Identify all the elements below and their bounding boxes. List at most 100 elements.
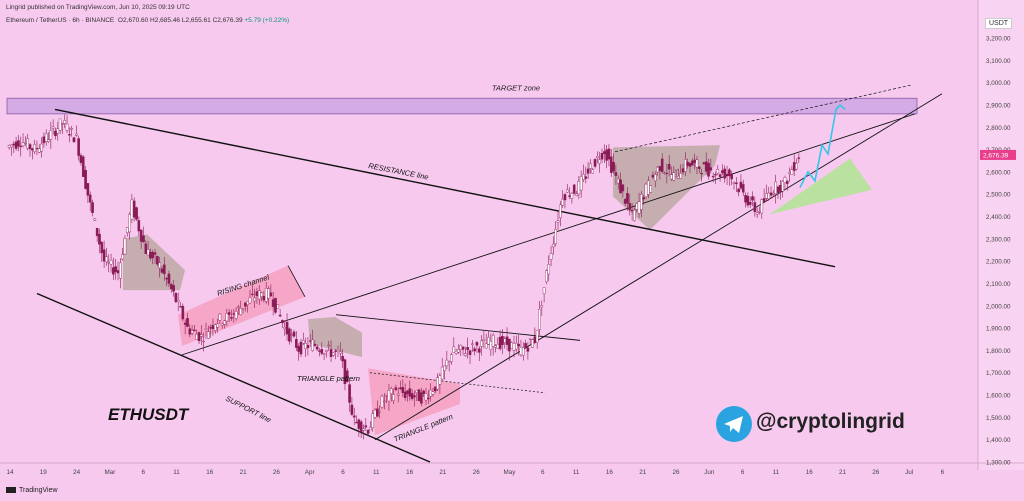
candle-body — [26, 138, 29, 149]
candle-body — [688, 162, 692, 167]
candle-body — [642, 197, 645, 200]
candle-body — [301, 340, 305, 344]
x-tick-label: 21 — [839, 469, 847, 476]
candle-body — [119, 262, 122, 279]
candle-body — [714, 174, 717, 176]
candle-body — [130, 199, 134, 220]
candle-body — [169, 284, 173, 290]
candle-body — [716, 169, 720, 174]
candle-body — [577, 181, 581, 195]
candle-body — [471, 343, 474, 345]
candle-body — [644, 183, 648, 197]
candle-body — [114, 266, 117, 273]
candle-body — [290, 334, 293, 336]
candle-body — [91, 202, 94, 214]
y-tick-label: 3,200.00 — [986, 36, 1011, 43]
candle-body — [792, 162, 796, 171]
candle-body — [528, 338, 532, 340]
y-tick-label: 2,200.00 — [986, 259, 1011, 266]
candle-body — [427, 397, 430, 400]
candle-body — [591, 169, 595, 174]
candle-body — [197, 332, 201, 342]
dotted-target-line — [614, 84, 913, 153]
candle-body — [633, 209, 636, 221]
candle-body — [672, 172, 676, 181]
candle-body — [533, 336, 537, 343]
candle-body — [417, 389, 421, 402]
candle-body — [658, 166, 662, 171]
candle-body — [86, 183, 90, 196]
candle-body — [211, 325, 215, 329]
candle-body — [79, 155, 83, 163]
ohlc-values: O2,670.60 H2,685.46 L2,655.61 C2,676.39 — [117, 17, 243, 24]
candle-body — [61, 123, 64, 125]
y-tick-label: 2,500.00 — [986, 192, 1011, 199]
candle-body — [383, 400, 386, 403]
y-tick-label: 2,100.00 — [986, 281, 1011, 288]
candle-body — [489, 341, 493, 350]
candle-body — [311, 339, 314, 351]
candle-body — [496, 344, 500, 349]
candle-body — [10, 144, 13, 148]
candle-body — [137, 220, 141, 232]
candle-body — [380, 395, 384, 408]
candle-body — [623, 199, 627, 204]
candle-body — [651, 174, 655, 178]
candle-body — [373, 409, 377, 418]
candle-body — [345, 370, 349, 383]
candle-body — [450, 354, 453, 362]
ticker-watermark: ETHUSDT — [108, 405, 189, 424]
candle-body — [213, 324, 217, 331]
candle-body — [153, 252, 157, 255]
candle-body — [702, 162, 706, 165]
candle-body — [366, 429, 370, 434]
candle-body — [762, 198, 766, 202]
candle-body — [765, 193, 768, 199]
candle-body — [84, 170, 87, 189]
candle-body — [464, 353, 467, 356]
x-tick-label: 24 — [73, 469, 81, 476]
candle-body — [640, 194, 643, 210]
candle-body — [401, 387, 405, 393]
candle-body — [711, 176, 715, 178]
candle-body — [746, 195, 750, 206]
candle-body — [144, 243, 148, 254]
candle-body — [422, 390, 425, 395]
candle-body — [58, 118, 62, 131]
x-tick-label: 16 — [806, 469, 814, 476]
candle-body — [362, 428, 365, 431]
candle-body — [165, 278, 168, 280]
candle-body — [653, 174, 657, 182]
candle-body — [392, 394, 395, 401]
candle-body — [739, 181, 743, 189]
candle-body — [306, 344, 310, 349]
candle-body — [278, 314, 282, 317]
candle-body — [776, 186, 780, 193]
candle-body — [313, 343, 317, 346]
y-tick-label: 1,400.00 — [986, 437, 1011, 444]
candle-body — [63, 120, 67, 124]
triangle-pattern-label-1: TRIANGLE pattern — [297, 374, 360, 383]
candle-body — [128, 214, 131, 233]
candle-body — [707, 162, 710, 177]
candle-body — [755, 212, 759, 215]
candle-body — [637, 201, 641, 214]
candle-body — [12, 143, 16, 146]
candle-body — [163, 264, 166, 274]
candle-body — [188, 328, 192, 335]
candle-body — [186, 318, 189, 327]
candle-body — [33, 144, 36, 152]
x-tick-label: 11 — [573, 469, 580, 476]
candle-body — [457, 349, 460, 353]
candle-body — [482, 339, 486, 341]
candle-body — [515, 342, 518, 350]
candle-body — [75, 133, 78, 136]
candle-body — [572, 184, 576, 194]
candle-body — [649, 185, 652, 193]
x-tick-label: Mar — [104, 469, 115, 476]
candle-body — [359, 421, 363, 433]
candle-body — [783, 177, 787, 183]
candle-body — [218, 313, 222, 321]
